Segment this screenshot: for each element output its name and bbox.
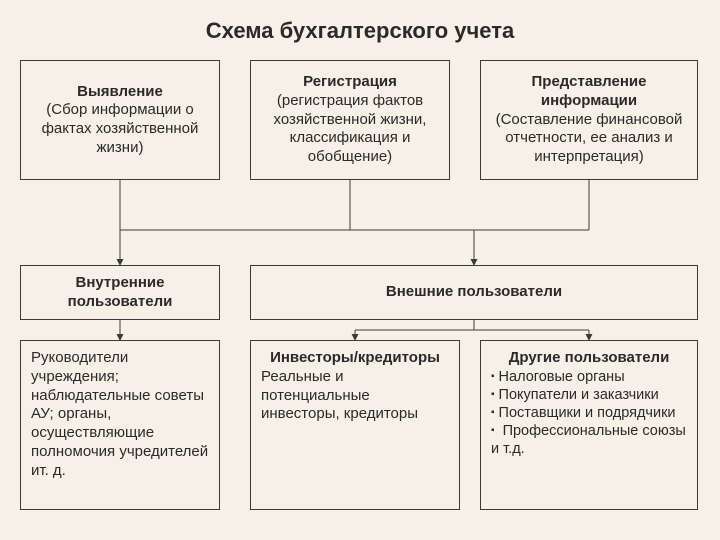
box-identification-heading: Выявление bbox=[27, 83, 213, 102]
box-presentation-body: (Составление финансовой отчетности, ее а… bbox=[487, 111, 691, 167]
box-identification: Выявление (Сбор информации о фактах хозя… bbox=[20, 60, 220, 180]
bullet-item: Профессиональные союзы и т.д. bbox=[491, 422, 687, 458]
bullet-item: Налоговые органы bbox=[491, 368, 687, 386]
box-external-users: Внешние пользователи bbox=[250, 265, 698, 320]
box-presentation: Представление информации (Составление фи… bbox=[480, 60, 698, 180]
box-identification-body: (Сбор информации о фактах хозяйственной … bbox=[27, 101, 213, 157]
box-registration-heading: Регистрация bbox=[257, 73, 443, 92]
diagram-title: Схема бухгалтерского учета bbox=[0, 0, 720, 48]
box-internal-users: Внутренние пользователи bbox=[20, 265, 220, 320]
bullet-item: Покупатели и заказчики bbox=[491, 386, 687, 404]
bullet-item: Поставщики и подрядчики bbox=[491, 404, 687, 422]
box-presentation-heading: Представление информации bbox=[487, 73, 691, 111]
box-other-users-bullets: Налоговые органыПокупатели и заказчикиПо… bbox=[491, 368, 687, 459]
box-registration-body: (регистрация фактов хозяйственной жизни,… bbox=[257, 92, 443, 167]
box-investors-body: Реальные и потенциальные инвесторы, кред… bbox=[261, 368, 449, 424]
box-internal-body-text: Руководители учреждения; наблюдательные … bbox=[31, 349, 209, 480]
box-investors-heading: Инвесторы/кредиторы bbox=[270, 349, 440, 366]
box-external-users-heading: Внешние пользователи bbox=[257, 283, 691, 302]
box-registration: Регистрация (регистрация фактов хозяйств… bbox=[250, 60, 450, 180]
box-other-users-heading: Другие пользователи bbox=[509, 349, 670, 366]
box-internal-body: Руководители учреждения; наблюдательные … bbox=[20, 340, 220, 510]
box-other-users: Другие пользователи Налоговые органыПоку… bbox=[480, 340, 698, 510]
box-investors: Инвесторы/кредиторы Реальные и потенциал… bbox=[250, 340, 460, 510]
box-internal-users-heading: Внутренние пользователи bbox=[27, 274, 213, 312]
